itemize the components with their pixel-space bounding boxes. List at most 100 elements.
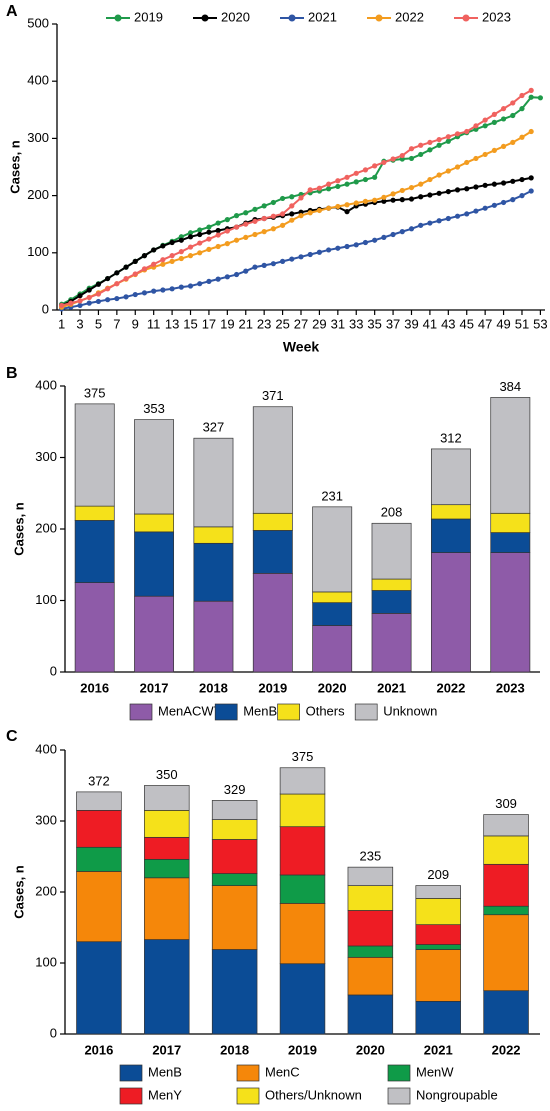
point xyxy=(316,185,323,191)
point xyxy=(344,209,350,215)
point xyxy=(206,236,212,242)
point xyxy=(436,172,442,178)
bar-segment xyxy=(347,945,394,958)
point xyxy=(197,231,203,238)
point xyxy=(408,155,415,162)
point xyxy=(307,251,313,258)
x-tick-label: 41 xyxy=(423,316,437,331)
point xyxy=(215,232,221,238)
point xyxy=(132,258,138,264)
x-tick-label: 1 xyxy=(58,316,65,331)
legend-marker xyxy=(462,14,470,22)
bar-segment xyxy=(347,885,394,911)
x-tick-label: 13 xyxy=(165,316,179,331)
x-tick-label: 2022 xyxy=(436,680,465,695)
point xyxy=(454,213,461,219)
point xyxy=(372,163,378,169)
panel-label: B xyxy=(6,365,18,382)
bar-segment xyxy=(279,963,326,1035)
point xyxy=(123,294,129,300)
x-tick-label: 49 xyxy=(496,316,510,331)
point xyxy=(206,224,212,230)
point xyxy=(326,186,332,192)
bar-segment xyxy=(76,871,122,943)
point xyxy=(243,221,249,227)
point xyxy=(500,106,507,112)
point xyxy=(445,188,451,195)
point xyxy=(68,300,74,306)
line xyxy=(61,130,532,309)
total-label: 384 xyxy=(499,379,521,394)
point xyxy=(362,176,369,183)
bar-segment xyxy=(193,542,234,602)
point xyxy=(519,92,525,99)
bar-segment xyxy=(144,858,190,879)
point xyxy=(408,226,415,232)
bar-segment xyxy=(483,863,529,907)
legend-swatch xyxy=(354,703,378,721)
total-label: 371 xyxy=(262,388,284,403)
point xyxy=(436,218,442,224)
point xyxy=(141,290,148,296)
point xyxy=(326,181,332,187)
point xyxy=(408,196,415,202)
x-tick-label: 43 xyxy=(441,316,455,331)
point xyxy=(252,264,258,270)
point xyxy=(187,283,194,289)
point xyxy=(436,136,442,143)
legend-label: 2021 xyxy=(308,9,337,24)
x-tick-label: 2021 xyxy=(424,1042,453,1057)
point xyxy=(491,181,497,187)
point xyxy=(362,198,369,204)
bar-segment xyxy=(193,600,234,673)
point xyxy=(279,222,286,228)
legend-label: MenB xyxy=(148,1064,182,1079)
bar-segment xyxy=(312,591,353,603)
point xyxy=(390,191,396,197)
legend-label: Nongroupable xyxy=(416,1087,498,1102)
bar-segment xyxy=(312,506,353,593)
total-label: 353 xyxy=(143,401,165,416)
point xyxy=(353,179,359,185)
panel-label: A xyxy=(6,3,18,20)
bar-segment xyxy=(279,767,326,795)
bar-segment xyxy=(211,819,258,840)
point xyxy=(445,168,451,174)
point xyxy=(187,244,194,250)
bar-segment xyxy=(74,505,115,521)
point xyxy=(408,146,415,152)
total-label: 375 xyxy=(292,749,314,764)
bar-segment xyxy=(193,437,234,528)
x-tick-label: 45 xyxy=(460,316,474,331)
point xyxy=(187,230,194,236)
point xyxy=(491,119,497,125)
point xyxy=(224,228,230,234)
point xyxy=(381,194,387,200)
point xyxy=(335,178,341,184)
point xyxy=(169,258,175,264)
legend-label: Others/Unknown xyxy=(265,1087,362,1102)
y-axis-label: Cases, n xyxy=(11,865,26,919)
bar-segment xyxy=(252,406,293,514)
point xyxy=(123,264,129,270)
point xyxy=(206,229,212,235)
point xyxy=(151,261,157,267)
point xyxy=(344,181,350,187)
point xyxy=(510,139,516,146)
point xyxy=(418,222,424,228)
bar-segment xyxy=(144,939,190,1035)
bar-segment xyxy=(490,552,531,673)
point xyxy=(132,271,138,277)
legend-label: Others xyxy=(306,703,346,718)
point xyxy=(528,128,534,135)
point xyxy=(510,100,516,106)
bar-segment xyxy=(252,512,293,531)
point xyxy=(252,218,258,224)
point xyxy=(510,178,516,184)
point xyxy=(197,250,203,256)
legend-label: MenC xyxy=(265,1064,300,1079)
point xyxy=(86,294,92,301)
bar-segment xyxy=(144,836,190,860)
bar-segment xyxy=(415,885,461,899)
